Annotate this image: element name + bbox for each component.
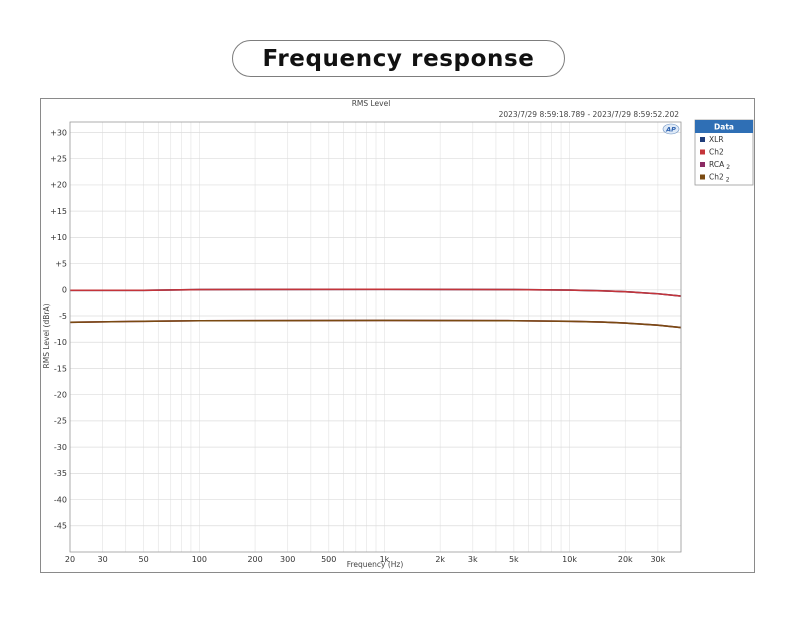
y-tick-label: -5 [59,312,67,321]
legend-swatch [700,174,705,180]
y-tick-label: +15 [50,207,67,216]
x-tick-label: 30 [97,555,107,564]
legend-label: XLR [709,135,724,144]
y-tick-label: -30 [54,443,67,452]
legend: Data XLR Ch2 RCA 2 Ch2 2 [694,119,754,186]
legend-label: Ch2 [709,148,724,157]
x-tick-label: 3k [468,555,478,564]
x-tick-label: 50 [139,555,149,564]
x-tick-label: 20k [618,555,633,564]
legend-label: RCA 2 [709,160,730,171]
y-tick-label: +10 [50,233,67,242]
legend-label: Ch2 2 [709,173,730,184]
x-tick-label: 200 [247,555,262,564]
y-tick-label: -40 [54,495,67,504]
page-title: Frequency response [232,40,565,77]
legend-header [695,120,753,133]
y-tick-label: +20 [50,181,67,190]
legend-title: Data [714,123,734,132]
y-tick-label: -20 [54,390,67,399]
x-tick-label: 20 [65,555,75,564]
series-line-4 [69,319,682,329]
x-axis-label: Frequency (Hz) [347,560,404,569]
x-tick-label: 1k [380,555,390,564]
x-tick-label: 500 [321,555,336,564]
y-tick-label: -45 [54,522,67,531]
legend-subscript: 2 [726,177,730,184]
ap-badge-label: AP [665,126,676,134]
ap-badge-icon: AP [662,123,680,135]
y-tick-label: +5 [55,259,67,268]
chart-title: RMS Level [352,99,391,108]
y-tick-label: -10 [54,338,67,347]
x-tick-label: 300 [280,555,295,564]
frequency-response-chart: +30 +25 +20 +15 +10 +5 0 -5 -10 -15 -20 -25 -30 -35 -4… [42,99,754,569]
y-tick-label: 0 [62,286,67,295]
x-tick-label: 30k [650,555,665,564]
chart-timestamp: 2023/7/29 8:59:18.789 - 2023/7/29 8:59:5… [499,110,680,119]
y-tick-label: -15 [54,364,67,373]
y-tick-label: -25 [54,417,67,426]
legend-subscript: 2 [726,164,730,171]
series-line-2 [70,288,682,297]
legend-swatch [700,149,705,155]
x-tick-label: 100 [192,555,207,564]
x-tick-label: 5k [509,555,519,564]
plot-border [69,121,682,553]
legend-swatch [700,137,705,142]
plot-area [70,122,681,552]
x-tick-label: 10k [562,555,577,564]
legend-swatch [700,162,705,167]
y-tick-label: +25 [50,155,67,164]
x-tick-label: 2k [435,555,445,564]
chart-panel: +30 +25 +20 +15 +10 +5 0 -5 -10 -15 -20 -25 -30 -35 -4… [40,98,755,573]
y-axis-label: RMS Level (dBrA) [42,303,51,368]
y-tick-label: -35 [54,469,67,478]
y-tick-label: +30 [50,128,67,137]
